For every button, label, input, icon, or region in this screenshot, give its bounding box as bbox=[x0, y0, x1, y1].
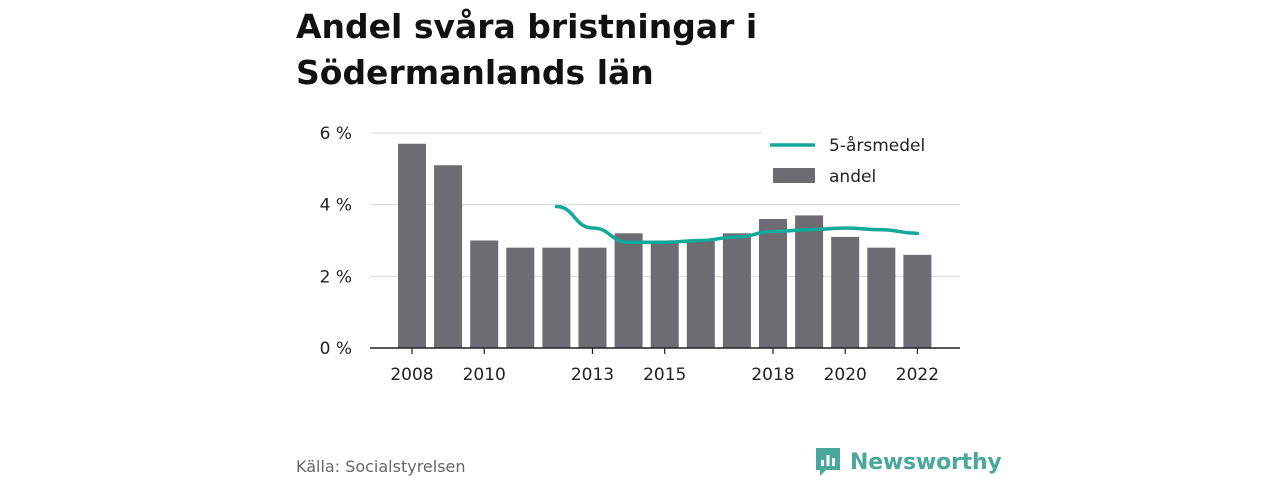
bar bbox=[759, 219, 787, 348]
chart-title: Andel svåra bristningar i Södermanlands … bbox=[296, 7, 758, 92]
legend: 5-årsmedel andel bbox=[762, 128, 960, 194]
y-tick-label: 6 % bbox=[320, 124, 352, 144]
bar bbox=[398, 143, 426, 348]
axes: 0 % 2 % 4 % 6 % 2008 2010 2013 2015 2018 2020 2022 bbox=[320, 124, 960, 385]
bar bbox=[867, 247, 896, 348]
x-tick-label: 2020 bbox=[824, 365, 867, 385]
brand-logo: Newsworthy bbox=[814, 446, 1002, 478]
bar bbox=[614, 233, 643, 348]
legend-label-andel: andel bbox=[829, 167, 876, 187]
bar bbox=[903, 254, 932, 348]
y-tick-label: 0 % bbox=[320, 339, 352, 359]
bar bbox=[434, 165, 463, 348]
bar bbox=[578, 247, 607, 348]
x-tick-label: 2015 bbox=[643, 365, 686, 385]
bar bbox=[650, 240, 679, 348]
legend-label-5-arsmedel: 5-årsmedel bbox=[829, 135, 925, 156]
bar bbox=[795, 215, 824, 348]
legend-bar-swatch bbox=[773, 168, 815, 183]
bar bbox=[470, 240, 499, 348]
bar bbox=[722, 233, 751, 348]
bars bbox=[398, 143, 932, 348]
y-tick-label: 2 % bbox=[320, 267, 352, 287]
brand-name: Newsworthy bbox=[850, 449, 1002, 475]
x-tick-label: 2018 bbox=[751, 365, 794, 385]
y-tick-label: 4 % bbox=[320, 196, 352, 216]
line-5-arsmedel bbox=[554, 204, 920, 245]
x-tick-label: 2022 bbox=[896, 365, 939, 385]
bar bbox=[831, 236, 860, 348]
x-tick-label: 2010 bbox=[463, 365, 506, 385]
newsworthy-logo-icon bbox=[816, 448, 840, 476]
bar bbox=[542, 247, 571, 348]
source-note: Källa: Socialstyrelsen bbox=[296, 457, 466, 476]
x-tick-label: 2008 bbox=[390, 365, 433, 385]
x-tick-label: 2013 bbox=[571, 365, 614, 385]
bar bbox=[506, 247, 535, 348]
line-series bbox=[554, 204, 920, 245]
bar bbox=[686, 240, 715, 348]
